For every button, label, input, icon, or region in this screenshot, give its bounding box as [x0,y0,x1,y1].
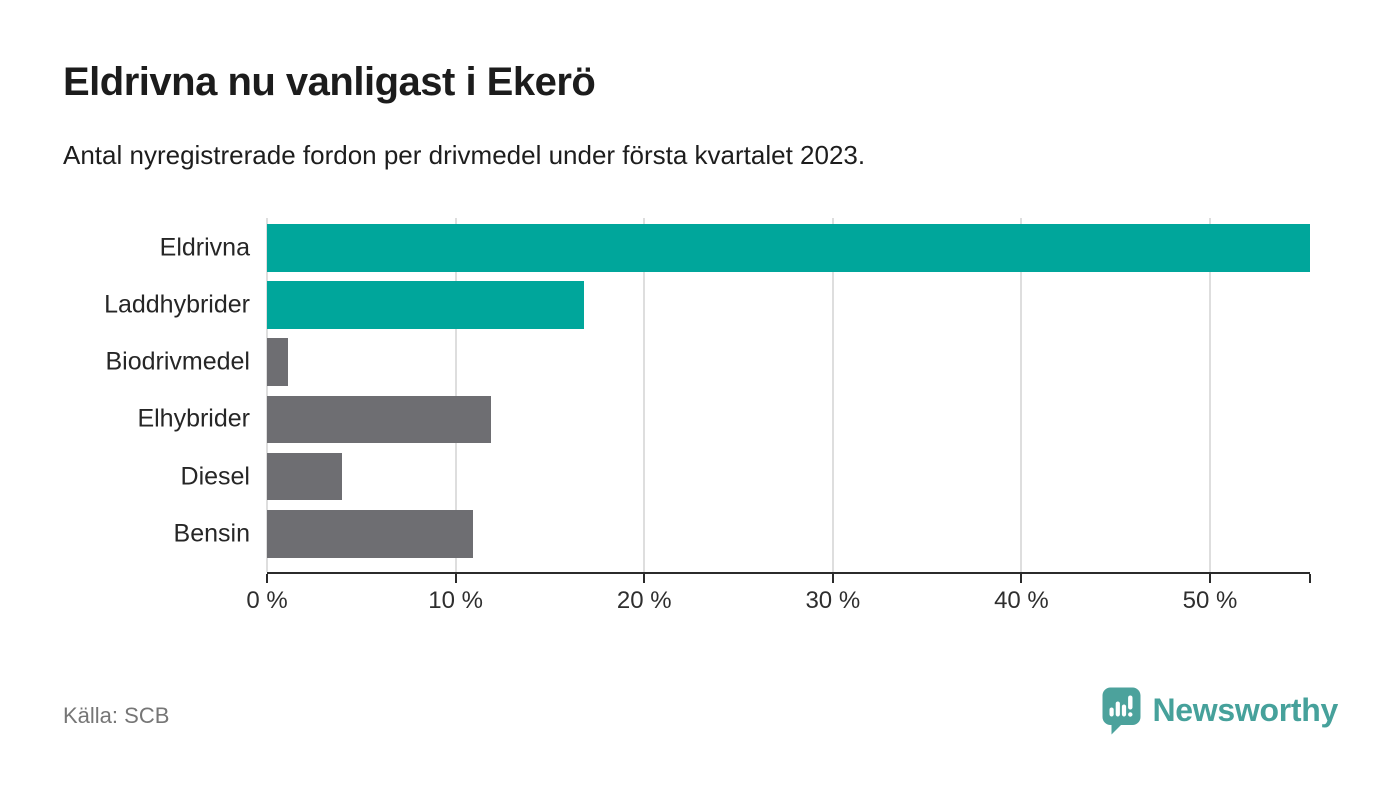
newsworthy-pin-icon [1101,686,1142,735]
category-label: Bensin [173,519,250,548]
axis-tick [1209,574,1212,583]
bar-eldrivna [267,224,1310,272]
chart-subtitle: Antal nyregistrerade fordon per drivmede… [63,140,866,170]
newsworthy-logo: Newsworthy [1101,686,1339,735]
axis-tick-label: 40 % [994,587,1049,614]
source-note: Källa: SCB [63,703,170,728]
axis-tick-label: 30 % [805,587,861,614]
bar-biodrivmedel [267,338,288,386]
axis-tick-label: 20 % [616,587,672,614]
category-label: Biodrivmedel [105,347,250,376]
axis-tick [643,574,646,583]
category-label: Laddhybrider [104,290,250,319]
axis-tick [831,574,834,583]
axis-tick-label: 0 % [246,587,288,614]
category-label: Eldrivna [159,233,250,262]
bar-elhybrider [267,395,492,444]
axis-tick [454,574,457,583]
gridline [454,218,457,572]
category-label: Diesel [180,462,250,491]
bar-diesel [267,452,343,501]
gridline [1209,218,1212,572]
axis-end-tick [1309,574,1311,583]
bar-laddhybrider [267,281,584,329]
axis-tick-label: 50 % [1182,587,1238,614]
plot-area: 0 % 10 % 20 % 30 % 40 % 50 % Eldrivna Laddhybri… [104,218,1311,614]
gridline [643,218,646,572]
category-label: Elhybrider [137,404,250,433]
gridline [1020,218,1023,572]
gridline [831,218,834,572]
newsworthy-wordmark: Newsworthy [1152,692,1339,728]
axis-tick [1020,574,1023,583]
chart-title: Eldrivna nu vanligast i Ekerö [63,60,596,104]
axis-tick-label: 10 % [428,587,483,614]
axis-tick [266,574,268,583]
gridline [266,218,268,572]
bar-bensin [267,510,473,558]
